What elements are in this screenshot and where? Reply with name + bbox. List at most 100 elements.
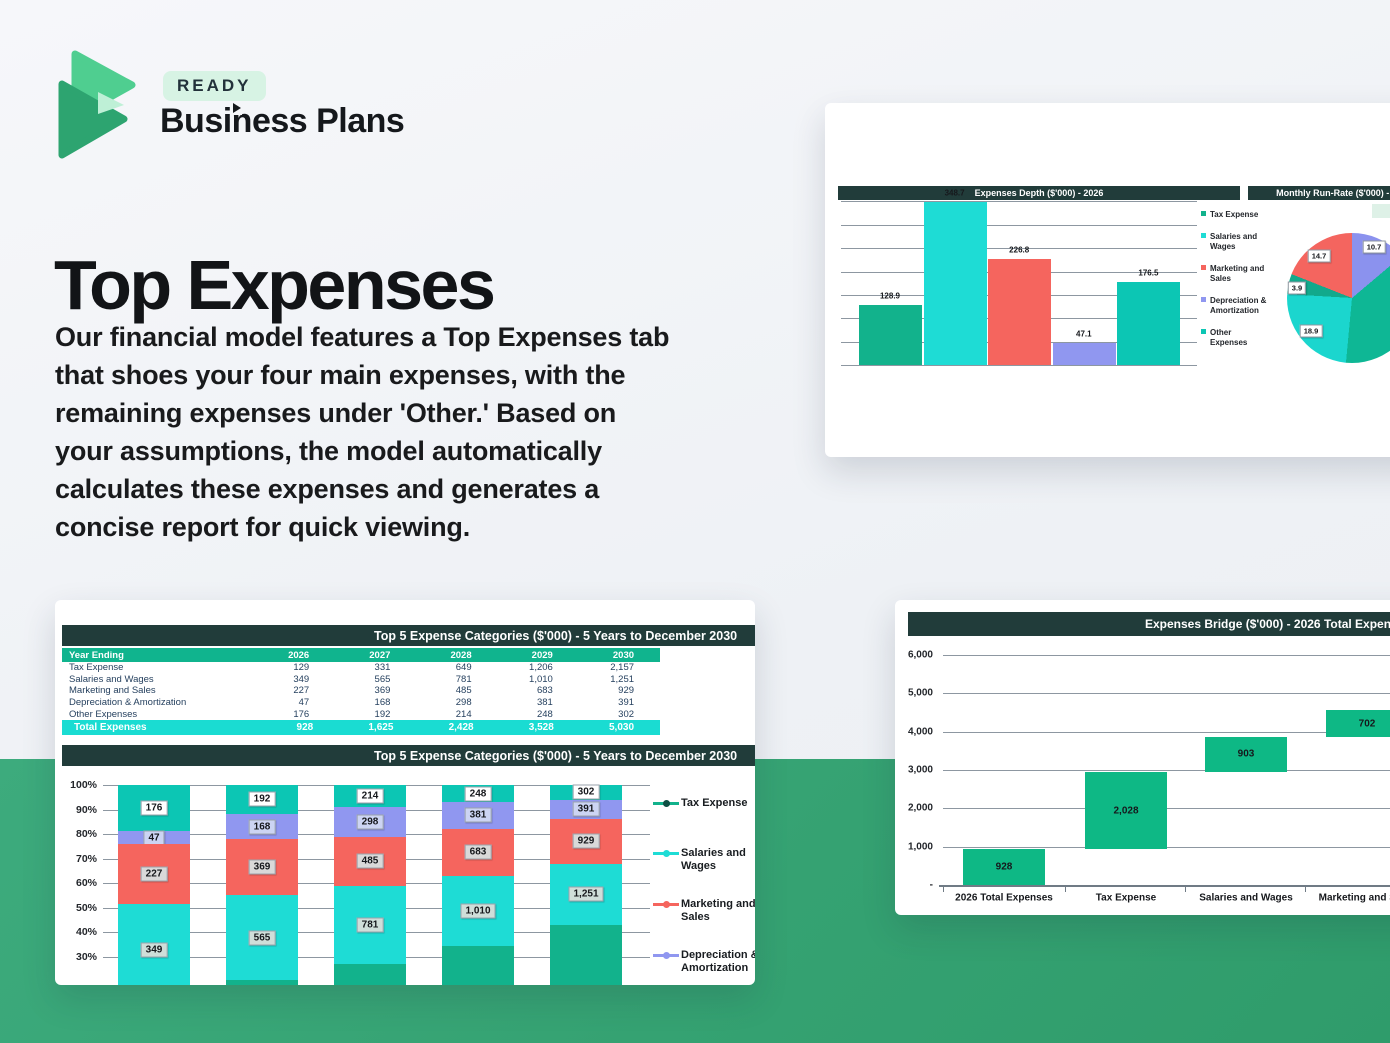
legend-swatch — [1201, 233, 1206, 238]
value-cell: 391 — [618, 697, 635, 709]
pie-slice-label: 18.9 — [1299, 324, 1323, 338]
y-tick-label: 5,000 — [907, 687, 933, 699]
grid-line — [841, 224, 1197, 226]
bar-value-label: 903 — [1237, 748, 1255, 760]
page-title: Top Expenses — [54, 245, 496, 324]
description-line: remaining expenses under 'Other.' Based … — [55, 398, 617, 428]
description-line: that shoes your four main expenses, with… — [55, 360, 626, 390]
expenses-depth-card: Expenses Depth ($'000) - 2026 Monthly Ru… — [825, 103, 1390, 457]
legend-swatch — [1201, 297, 1206, 302]
bar-value-label: 128.9 — [879, 291, 901, 301]
segment-label: 349 — [140, 942, 168, 958]
value-cell: 1,010 — [529, 673, 553, 685]
y-tick-label: 50% — [75, 901, 97, 914]
waterfall-bar — [963, 849, 1045, 885]
x-tick-label: Tax Expense — [1095, 892, 1157, 904]
total-value-cell: 3,528 — [528, 721, 554, 733]
page-description: Our financial model features a Top Expen… — [55, 318, 775, 546]
value-cell: 176 — [293, 708, 310, 720]
value-cell: 349 — [293, 673, 310, 685]
legend-label: Tax Expense — [681, 797, 748, 809]
header-cell: 2026 — [288, 649, 310, 661]
header-cell: 2028 — [450, 649, 472, 661]
value-cell: 129 — [293, 662, 310, 674]
bar-segment — [442, 946, 514, 985]
total-value-cell: 928 — [296, 721, 314, 733]
y-tick-label: 30% — [75, 950, 97, 963]
row-label-cell: Depreciation & Amortization — [69, 697, 187, 709]
grid-line — [943, 655, 1390, 656]
segment-label: 302 — [572, 784, 600, 800]
segment-label: 1,251 — [568, 886, 604, 902]
top5-table: Year Ending 2026 2027 2028 2029 2030 Tax Expen… — [62, 648, 660, 735]
depth-chart-title: Expenses Depth ($'000) - 2026 — [838, 186, 1240, 200]
bar-segment — [226, 980, 298, 985]
y-tick-label: 100% — [70, 779, 97, 791]
table-header-row: Year Ending 2026 2027 2028 2029 2030 — [62, 648, 660, 662]
runrate-cell — [1372, 204, 1390, 218]
description-line: concise report for quick viewing. — [55, 512, 470, 542]
legend-item: Salaries and Wages — [1201, 232, 1267, 252]
legend-item: Depreciation & Amortization — [1201, 296, 1267, 316]
segment-label: 1,010 — [460, 903, 496, 919]
header-cell: 2027 — [369, 649, 391, 661]
brand-logo-icon — [58, 50, 136, 159]
row-label-cell: Other Expenses — [69, 708, 138, 720]
legend-marker — [653, 850, 679, 857]
table-total-row: Total Expenses 928 1,625 2,428 3,528 5,030 — [62, 719, 660, 735]
bar-value-label: 176.5 — [1138, 268, 1159, 278]
ready-badge: READY — [163, 71, 266, 101]
legend-marker — [653, 800, 679, 807]
depth-bar — [988, 258, 1052, 365]
value-cell: 248 — [536, 708, 553, 720]
legend-marker-dot — [663, 850, 670, 857]
waterfall-bar — [1085, 771, 1167, 850]
depth-bar-chart: 128.9 348.7 226.8 47.1 176.5 Tax Expense Salar… — [825, 103, 1390, 457]
legend-item: Marketing and Sales — [1201, 264, 1267, 284]
y-tick-label: 3,000 — [907, 764, 933, 776]
legend-item: Marketing and Sales — [653, 898, 755, 924]
bar-value-label: 348.7 — [944, 188, 965, 198]
y-tick-label: 90% — [75, 803, 97, 816]
value-cell: 1,206 — [529, 662, 553, 674]
total-value-cell: 2,428 — [448, 721, 474, 733]
segment-label: 781 — [356, 917, 384, 933]
value-cell: 649 — [455, 662, 472, 674]
pie-slice-label: 14.7 — [1307, 249, 1331, 263]
bar-value-label: 702 — [1358, 718, 1376, 730]
legend-label: Depreciation & Amortization — [681, 949, 755, 974]
value-cell: 381 — [536, 697, 553, 709]
y-tick-label: 1,000 — [907, 841, 933, 853]
y-tick-label: 2,000 — [907, 802, 933, 814]
legend-item: Depreciation & Amortization — [653, 949, 755, 975]
value-cell: 369 — [374, 685, 391, 697]
legend-swatch — [1201, 265, 1206, 270]
x-axis-tick — [1065, 887, 1066, 892]
grid-line — [943, 693, 1390, 695]
description-line: your assumptions, the model automaticall… — [55, 436, 602, 466]
play-icon — [233, 103, 241, 113]
grid-line — [943, 769, 1390, 771]
y-tick-label: - — [929, 879, 933, 891]
top5-chart-title: Top 5 Expense Categories ($'000) - 5 Yea… — [62, 745, 755, 766]
pie-slice-label: 10.7 — [1362, 240, 1386, 254]
legend-marker-dot — [663, 952, 670, 959]
value-cell: 565 — [374, 673, 391, 685]
table-row: Other Expenses 176 192 214 248 302 — [62, 708, 660, 720]
bridge-chart-title: Expenses Bridge ($'000) - 2026 Total Exp… — [908, 612, 1390, 636]
y-tick-label: 60% — [75, 877, 97, 889]
row-label-cell: Tax Expense — [69, 662, 124, 674]
x-axis-tick — [1305, 887, 1306, 892]
value-cell: 1,251 — [610, 673, 635, 685]
legend-item: Tax Expense — [1201, 210, 1267, 220]
x-tick-label: Salaries and Wages — [1199, 892, 1293, 904]
value-cell: 298 — [455, 697, 472, 709]
waterfall-bar — [1326, 710, 1390, 738]
value-cell: 168 — [374, 697, 391, 709]
segment-label: 227 — [140, 866, 168, 882]
segment-label: 381 — [464, 807, 492, 823]
depth-bar — [859, 304, 922, 365]
depth-bar — [1052, 342, 1116, 365]
bar-value-label: 2,028 — [1113, 805, 1139, 817]
